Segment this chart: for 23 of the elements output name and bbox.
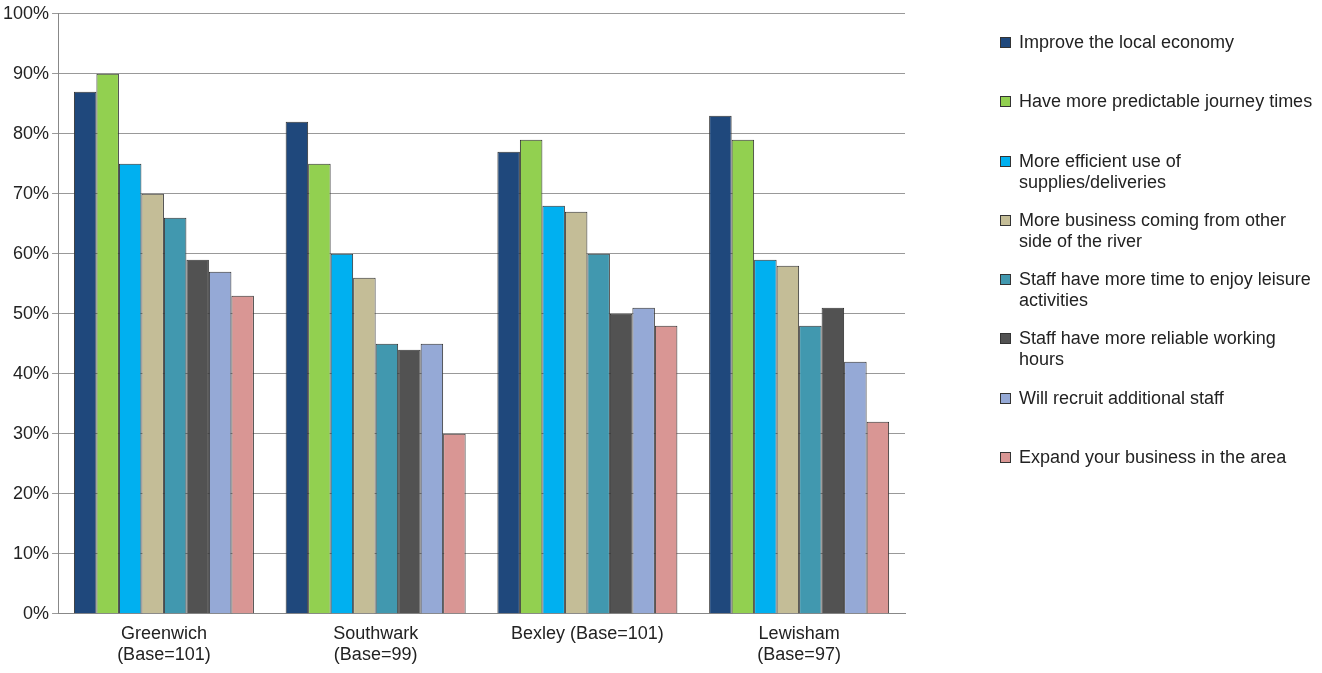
legend-label: More efficient use of supplies/deliveries xyxy=(1019,150,1182,193)
y-tick-label: 10% xyxy=(13,542,50,563)
legend-label: Expand your business in the area xyxy=(1019,447,1287,469)
x-tick-label: Southwark (Base=99) xyxy=(333,622,420,665)
y-tick-label: 100% xyxy=(2,2,50,23)
x-tick-label: Lewisham (Base=97) xyxy=(757,622,841,665)
legend-label: Will recruit additional staff xyxy=(1019,387,1224,409)
legend-label: Staff have more reliable working hours xyxy=(1019,328,1277,371)
legend-label: Improve the local economy xyxy=(1019,32,1235,53)
legend-label: Have more predictable journey times xyxy=(1019,91,1313,113)
legend-label: Staff have more time to enjoy leisure activities xyxy=(1019,269,1312,312)
y-tick-label: 0% xyxy=(23,602,50,623)
y-tick-label: 90% xyxy=(13,62,50,83)
y-tick-label: 50% xyxy=(13,302,50,323)
y-tick-label: 70% xyxy=(13,182,50,203)
y-tick-label: 60% xyxy=(13,242,50,263)
y-tick-label: 80% xyxy=(13,122,50,143)
y-tick-label: 40% xyxy=(13,362,50,383)
x-tick-label: Bexley (Base=101) xyxy=(511,622,664,643)
y-tick-label: 30% xyxy=(13,422,50,443)
x-tick-label: Greenwich (Base=101) xyxy=(117,622,211,665)
legend-label: More business coming from other side of the river xyxy=(1019,209,1288,252)
y-tick-label: 20% xyxy=(13,482,50,503)
